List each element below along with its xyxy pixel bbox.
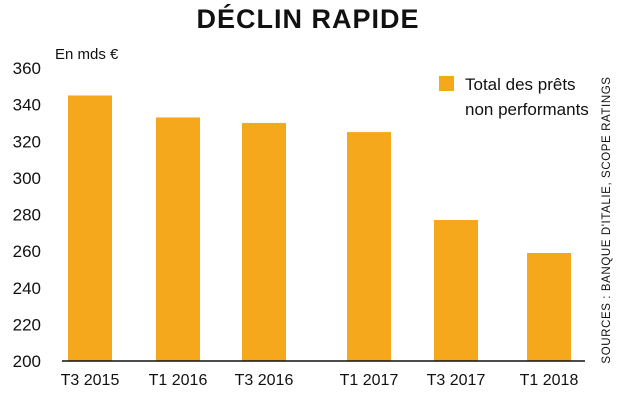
chart-title: DÉCLIN RAPIDE — [196, 3, 419, 34]
y-tick-label: 300 — [13, 169, 41, 188]
bar — [527, 252, 571, 361]
bar — [68, 95, 112, 361]
x-tick-label: T3 2015 — [61, 372, 120, 389]
x-axis: T3 2015 T1 2016 T3 2016 T1 2017 T3 2017 T1 20… — [61, 372, 579, 389]
bars — [68, 95, 571, 361]
y-tick-label: 240 — [13, 279, 41, 298]
x-tick-label: T1 2016 — [149, 372, 208, 389]
y-tick-label: 360 — [13, 59, 41, 78]
bar — [242, 122, 286, 361]
x-tick-label: T1 2018 — [520, 372, 579, 389]
y-tick-label: 280 — [13, 206, 41, 225]
y-tick-label: 200 — [13, 352, 41, 371]
y-tick-label: 320 — [13, 132, 41, 151]
legend-swatch — [439, 76, 454, 91]
legend-label-line-2: non performants — [465, 100, 589, 119]
y-tick-label: 340 — [13, 96, 41, 115]
legend: Total des prêts non performants — [439, 75, 589, 119]
bar — [156, 117, 200, 361]
x-tick-label: T3 2016 — [235, 372, 294, 389]
y-axis: 200 220 240 260 280 300 320 340 360 — [13, 59, 41, 371]
unit-label: En mds € — [55, 46, 119, 63]
y-tick-label: 220 — [13, 315, 41, 334]
legend-label-line-1: Total des prêts — [465, 75, 576, 94]
bar — [434, 219, 478, 361]
source-note: SOURCES : BANQUE D'ITALIE, SCOPE RATINGS — [601, 76, 613, 363]
x-tick-label: T1 2017 — [340, 372, 399, 389]
bar — [347, 132, 391, 361]
y-tick-label: 260 — [13, 242, 41, 261]
x-tick-label: T3 2017 — [427, 372, 486, 389]
